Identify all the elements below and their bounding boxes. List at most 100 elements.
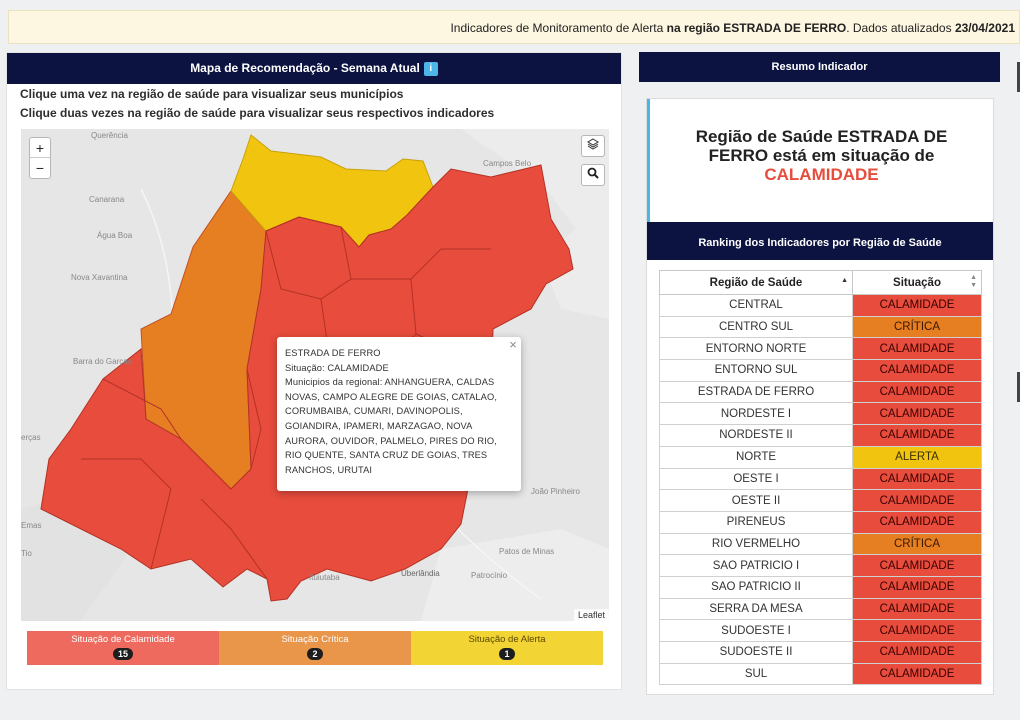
map-panel-title: Mapa de Recomendação - Semana Atual bbox=[190, 61, 420, 75]
row-region: SUDOESTE II bbox=[659, 641, 853, 664]
table-row[interactable]: RIO VERMELHO CRÍTICA bbox=[659, 532, 982, 556]
table-row[interactable]: PIRENEUS CALAMIDADE bbox=[659, 510, 982, 534]
scroll-edge-marker bbox=[1017, 62, 1020, 92]
zoom-in-button[interactable]: + bbox=[30, 138, 50, 158]
legend-critica: Situação Crítica 2 bbox=[219, 631, 411, 665]
info-icon[interactable]: i bbox=[423, 61, 438, 76]
map-panel-header: Mapa de Recomendação - Semana Atual i bbox=[7, 53, 621, 84]
row-region: ENTORNO NORTE bbox=[659, 337, 853, 361]
label-campo-belo: Campos Belo bbox=[483, 159, 532, 168]
table-row[interactable]: NORDESTE II CALAMIDADE bbox=[659, 424, 982, 447]
leaflet-attribution[interactable]: Leaflet bbox=[573, 609, 609, 621]
row-situation: CALAMIDADE bbox=[852, 359, 982, 382]
row-region: SERRA DA MESA bbox=[659, 597, 853, 621]
banner-region: na região ESTRADA DE FERRO bbox=[666, 21, 847, 35]
row-region: OESTE II bbox=[659, 489, 853, 512]
popup-municipalities: Municipios da regional: ANHANGUERA, CALD… bbox=[285, 377, 497, 475]
zoom-out-button[interactable]: − bbox=[35, 160, 45, 176]
banner-middle: . Dados atualizados bbox=[846, 21, 952, 35]
row-situation: CALAMIDADE bbox=[852, 597, 982, 621]
table-row[interactable]: SAO PATRICIO II CALAMIDADE bbox=[659, 575, 982, 599]
row-situation: CALAMIDADE bbox=[852, 380, 982, 404]
legend-alerta: Situação de Alerta 1 bbox=[411, 631, 603, 665]
label-emas: Emas bbox=[21, 521, 42, 530]
popup-situation: Situação: CALAMIDADE bbox=[285, 362, 389, 373]
legend-calamidade-count: 15 bbox=[112, 648, 133, 660]
table-row[interactable]: SUL CALAMIDADE bbox=[659, 662, 982, 686]
row-situation: CALAMIDADE bbox=[852, 510, 982, 534]
legend-alerta-count: 1 bbox=[499, 648, 515, 660]
row-situation: CALAMIDADE bbox=[852, 641, 982, 664]
popup-region: ESTRADA DE FERRO bbox=[285, 348, 381, 358]
summary-line-1: Região de Saúde ESTRADA DE bbox=[695, 127, 948, 146]
table-row[interactable]: SUDOESTE II CALAMIDADE bbox=[659, 641, 982, 664]
layers-button[interactable] bbox=[581, 135, 605, 157]
summary-panel-header: Resumo Indicador bbox=[639, 52, 1000, 82]
label-querencia: Querência bbox=[91, 131, 128, 140]
label-joao-pinheiro: João Pinheiro bbox=[531, 487, 580, 496]
instruction-double-click: Clique duas vezes na região de saúde par… bbox=[20, 106, 495, 120]
zoom-control: + − bbox=[29, 137, 51, 179]
row-situation: CALAMIDADE bbox=[852, 424, 982, 447]
row-situation: CALAMIDADE bbox=[852, 662, 982, 686]
region-map[interactable]: Querência Canarana Água Boa Nova Xavanti… bbox=[21, 129, 609, 621]
row-region: SAO PATRICIO II bbox=[659, 575, 853, 599]
row-region: NORDESTE II bbox=[659, 424, 853, 447]
row-situation: CALAMIDADE bbox=[852, 619, 982, 642]
label-patos-de-minas: Patos de Minas bbox=[499, 547, 555, 556]
row-situation: CALAMIDADE bbox=[852, 337, 982, 361]
label-canarana: Canarana bbox=[89, 195, 125, 204]
table-row[interactable]: OESTE I CALAMIDADE bbox=[659, 467, 982, 491]
row-region: NORDESTE I bbox=[659, 402, 853, 426]
row-situation: CRÍTICA bbox=[852, 532, 982, 556]
row-situation: CALAMIDADE bbox=[852, 467, 982, 491]
table-row[interactable]: CENTRAL CALAMIDADE bbox=[659, 294, 982, 317]
ranking-table: Região de Saúde ▲ Situação ▲ ▼ CENTRAL CALAM… bbox=[659, 270, 982, 686]
summary-panel: Região de Saúde ESTRADA DE FERRO está em… bbox=[646, 98, 994, 695]
alert-banner: Indicadores de Monitoramento de Alerta n… bbox=[8, 10, 1020, 44]
search-icon bbox=[587, 167, 599, 179]
summary-line-2: FERRO está em situação de bbox=[708, 146, 935, 165]
table-row[interactable]: SAO PATRICIO I CALAMIDADE bbox=[659, 554, 982, 577]
table-row[interactable]: SERRA DA MESA CALAMIDADE bbox=[659, 597, 982, 621]
row-situation: CALAMIDADE bbox=[852, 554, 982, 577]
row-situation: ALERTA bbox=[852, 445, 982, 469]
row-situation: CALAMIDADE bbox=[852, 575, 982, 599]
table-row[interactable]: SUDOESTE I CALAMIDADE bbox=[659, 619, 982, 642]
legend-alerta-label: Situação de Alerta bbox=[468, 634, 546, 645]
row-situation: CALAMIDADE bbox=[852, 294, 982, 317]
label-agua-boa: Água Boa bbox=[97, 231, 133, 240]
table-row[interactable]: ESTRADA DE FERRO CALAMIDADE bbox=[659, 380, 982, 404]
label-uberlandia: Uberlândia bbox=[401, 569, 440, 578]
row-region: RIO VERMELHO bbox=[659, 532, 853, 556]
table-row[interactable]: NORTE ALERTA bbox=[659, 445, 982, 469]
banner-date: 23/04/2021 bbox=[954, 21, 1015, 35]
col-header-region[interactable]: Região de Saúde ▲ bbox=[659, 270, 853, 295]
row-region: OESTE I bbox=[659, 467, 853, 491]
scroll-edge-marker bbox=[1017, 372, 1020, 402]
label-ituiutaba: Ituiutaba bbox=[309, 573, 340, 582]
label-ercas: erças bbox=[21, 433, 41, 442]
row-region: NORTE bbox=[659, 445, 853, 469]
legend-calamidade-label: Situação de Calamidade bbox=[71, 634, 175, 645]
row-region: SUDOESTE I bbox=[659, 619, 853, 642]
table-row[interactable]: NORDESTE I CALAMIDADE bbox=[659, 402, 982, 426]
col-header-situation[interactable]: Situação ▲ ▼ bbox=[852, 270, 982, 295]
row-region: SUL bbox=[659, 662, 853, 686]
ranking-title: Ranking dos Indicadores por Região de Sa… bbox=[647, 222, 993, 260]
banner-prefix: Indicadores de Monitoramento de Alerta bbox=[450, 21, 664, 35]
table-row[interactable]: OESTE II CALAMIDADE bbox=[659, 489, 982, 512]
layers-icon bbox=[587, 138, 599, 150]
search-button[interactable] bbox=[581, 164, 605, 186]
sort-both-icon: ▲ ▼ bbox=[970, 274, 977, 289]
table-row[interactable]: ENTORNO SUL CALAMIDADE bbox=[659, 359, 982, 382]
row-region: PIRENEUS bbox=[659, 510, 853, 534]
summary-box: Região de Saúde ESTRADA DE FERRO está em… bbox=[647, 99, 993, 222]
popup-close-icon[interactable]: × bbox=[509, 337, 517, 352]
label-tio: Tio bbox=[21, 549, 32, 558]
label-patrocinio: Patrocínio bbox=[471, 571, 508, 580]
row-region: ESTRADA DE FERRO bbox=[659, 380, 853, 404]
table-row[interactable]: ENTORNO NORTE CALAMIDADE bbox=[659, 337, 982, 361]
label-barra-do-garcas: Barra do Garças bbox=[73, 357, 132, 366]
table-row[interactable]: CENTRO SUL CRÍTICA bbox=[659, 315, 982, 339]
